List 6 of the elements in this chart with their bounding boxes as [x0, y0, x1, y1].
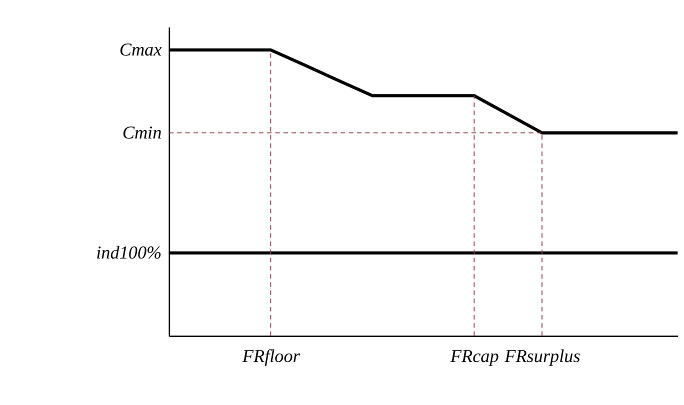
series-label: ind100% — [96, 242, 162, 262]
series-label: Cmin — [122, 122, 162, 142]
x-tick-label: FRfloor — [241, 346, 301, 366]
text: Cmax — [119, 39, 162, 60]
x-tick-label: FRsurplus — [504, 346, 580, 366]
x-tick-label: FRcap — [449, 346, 499, 366]
